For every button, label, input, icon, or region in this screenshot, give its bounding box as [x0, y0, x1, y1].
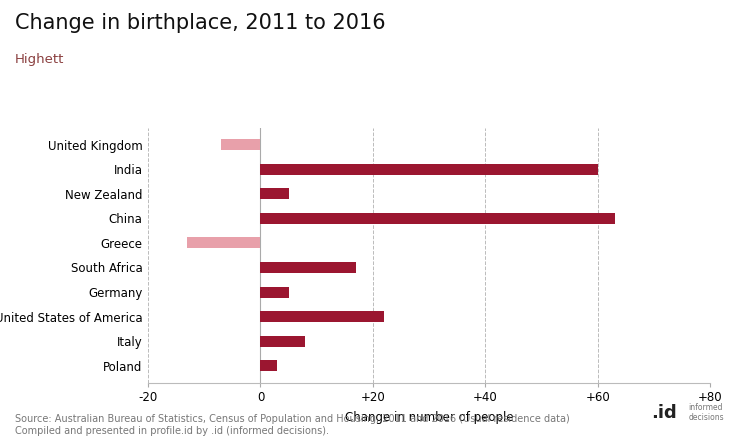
Text: Highett: Highett	[15, 53, 64, 66]
Bar	[260, 262, 356, 273]
X-axis label: Change in number of people: Change in number of people	[345, 411, 514, 424]
Bar	[260, 286, 289, 297]
Bar	[221, 139, 260, 150]
Bar	[260, 336, 306, 347]
Text: .id: .id	[651, 404, 677, 422]
Bar	[260, 213, 615, 224]
Bar	[260, 360, 278, 371]
Bar	[260, 311, 384, 322]
Bar	[260, 188, 289, 199]
Text: Change in birthplace, 2011 to 2016: Change in birthplace, 2011 to 2016	[15, 13, 386, 33]
Bar	[260, 164, 598, 175]
Text: informed
decisions: informed decisions	[688, 403, 724, 422]
Bar	[187, 238, 260, 249]
Text: Source: Australian Bureau of Statistics, Census of Population and Housing, 2011 : Source: Australian Bureau of Statistics,…	[15, 414, 570, 436]
